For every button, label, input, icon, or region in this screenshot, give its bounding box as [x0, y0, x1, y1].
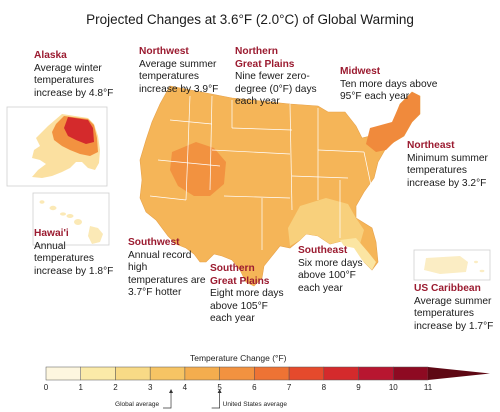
callout-southern-great-plains: Southern Great Plains Eight more days ab… — [210, 263, 292, 326]
legend-tick-label: 1 — [78, 383, 83, 392]
legend-swatch — [219, 366, 255, 381]
legend-tick-label: 2 — [113, 383, 118, 392]
legend-swatch — [393, 366, 429, 381]
callout-alaska: Alaska Average winter temperatures incre… — [34, 50, 134, 100]
callout-region: Midwest — [340, 66, 381, 77]
callout-northwest: Northwest Average summer temperatures in… — [139, 46, 231, 96]
callout-desc: Ten more days above 95°F each year — [340, 78, 438, 103]
legend-swatch — [45, 366, 81, 381]
legend-tick-label: 11 — [423, 383, 433, 392]
callout-southeast: Southeast Six more days above 100°F each… — [298, 245, 378, 295]
legend-tick-label: 8 — [321, 383, 327, 392]
legend-title: Temperature Change (°F) — [190, 353, 287, 363]
legend-tick-label: 10 — [388, 383, 398, 392]
callout-desc: Minimum summer temperatures increase by … — [407, 152, 488, 189]
legend-swatch — [288, 366, 325, 381]
legend-swatch — [184, 366, 220, 381]
callout-region: Southeast — [298, 245, 348, 256]
legend-tick-label: 0 — [43, 383, 49, 392]
legend-arrow-tip — [428, 367, 490, 380]
legend-marker-label: Global average — [115, 401, 160, 408]
callout-desc: Average winter temperatures increase by … — [34, 62, 114, 99]
legend-swatch — [254, 366, 290, 381]
callout-desc: Average summer temperatures increase by … — [414, 295, 494, 332]
callout-region: Northwest — [139, 46, 189, 57]
legend-tick-label: 3 — [147, 383, 153, 392]
legend-swatch — [149, 366, 186, 381]
callout-region: Northern Great Plains — [235, 46, 295, 70]
legend-marker-label: United States average — [222, 401, 287, 408]
caribbean-islands — [424, 256, 485, 274]
legend-swatch — [80, 366, 116, 381]
callout-desc: Average summer temperatures increase by … — [139, 58, 219, 95]
legend-marker-line — [211, 390, 220, 409]
callout-us-caribbean: US Caribbean Average summer temperatures… — [414, 283, 500, 333]
legend-average-markers — [163, 389, 222, 409]
callout-hawaii: Hawai'i Annual temperatures increase by … — [34, 228, 122, 278]
legend-marker-arrowhead — [217, 389, 222, 393]
legend-swatch — [115, 366, 151, 381]
callout-northeast: Northeast Minimum summer temperatures in… — [407, 140, 499, 190]
callout-region: Alaska — [34, 50, 67, 61]
legend-tick-label: 4 — [182, 383, 188, 392]
callout-region: Northeast — [407, 140, 455, 151]
map-title: Projected Changes at 3.6°F (2.0°C) of Gl… — [86, 12, 414, 27]
callout-desc: Eight more days above 105°F each year — [210, 288, 284, 325]
temperature-legend-bar — [45, 366, 490, 381]
legend-marker-line — [163, 390, 172, 409]
callout-midwest: Midwest Ten more days above 95°F each ye… — [340, 66, 440, 104]
legend-swatch — [323, 366, 359, 381]
legend-marker-arrowhead — [169, 389, 174, 393]
hawaii-islands — [39, 200, 103, 244]
callout-northern-great-plains: Northern Great Plains Nine fewer zero-de… — [235, 46, 325, 109]
callout-region: Southern Great Plains — [210, 263, 270, 287]
alaska-shape — [32, 114, 100, 178]
callout-desc: Six more days above 100°F each year — [298, 257, 363, 294]
legend-tick-label: 7 — [286, 383, 292, 392]
legend-tick-label: 9 — [356, 383, 361, 392]
legend-swatch — [358, 366, 394, 381]
callout-desc: Annual record high temperatures are 3.7°… — [128, 249, 206, 299]
contiguous-us — [139, 85, 421, 287]
callout-desc: Nine fewer zero-degree (0°F) days each y… — [235, 71, 317, 108]
callout-region: US Caribbean — [414, 283, 481, 294]
legend-tick-label: 5 — [217, 383, 222, 392]
callout-region: Southwest — [128, 237, 180, 248]
callout-desc: Annual temperatures increase by 1.8°F — [34, 240, 114, 277]
legend-tick-label: 6 — [252, 383, 257, 392]
callout-region: Hawai'i — [34, 228, 69, 239]
callout-southwest: Southwest Annual record high temperature… — [128, 237, 208, 300]
